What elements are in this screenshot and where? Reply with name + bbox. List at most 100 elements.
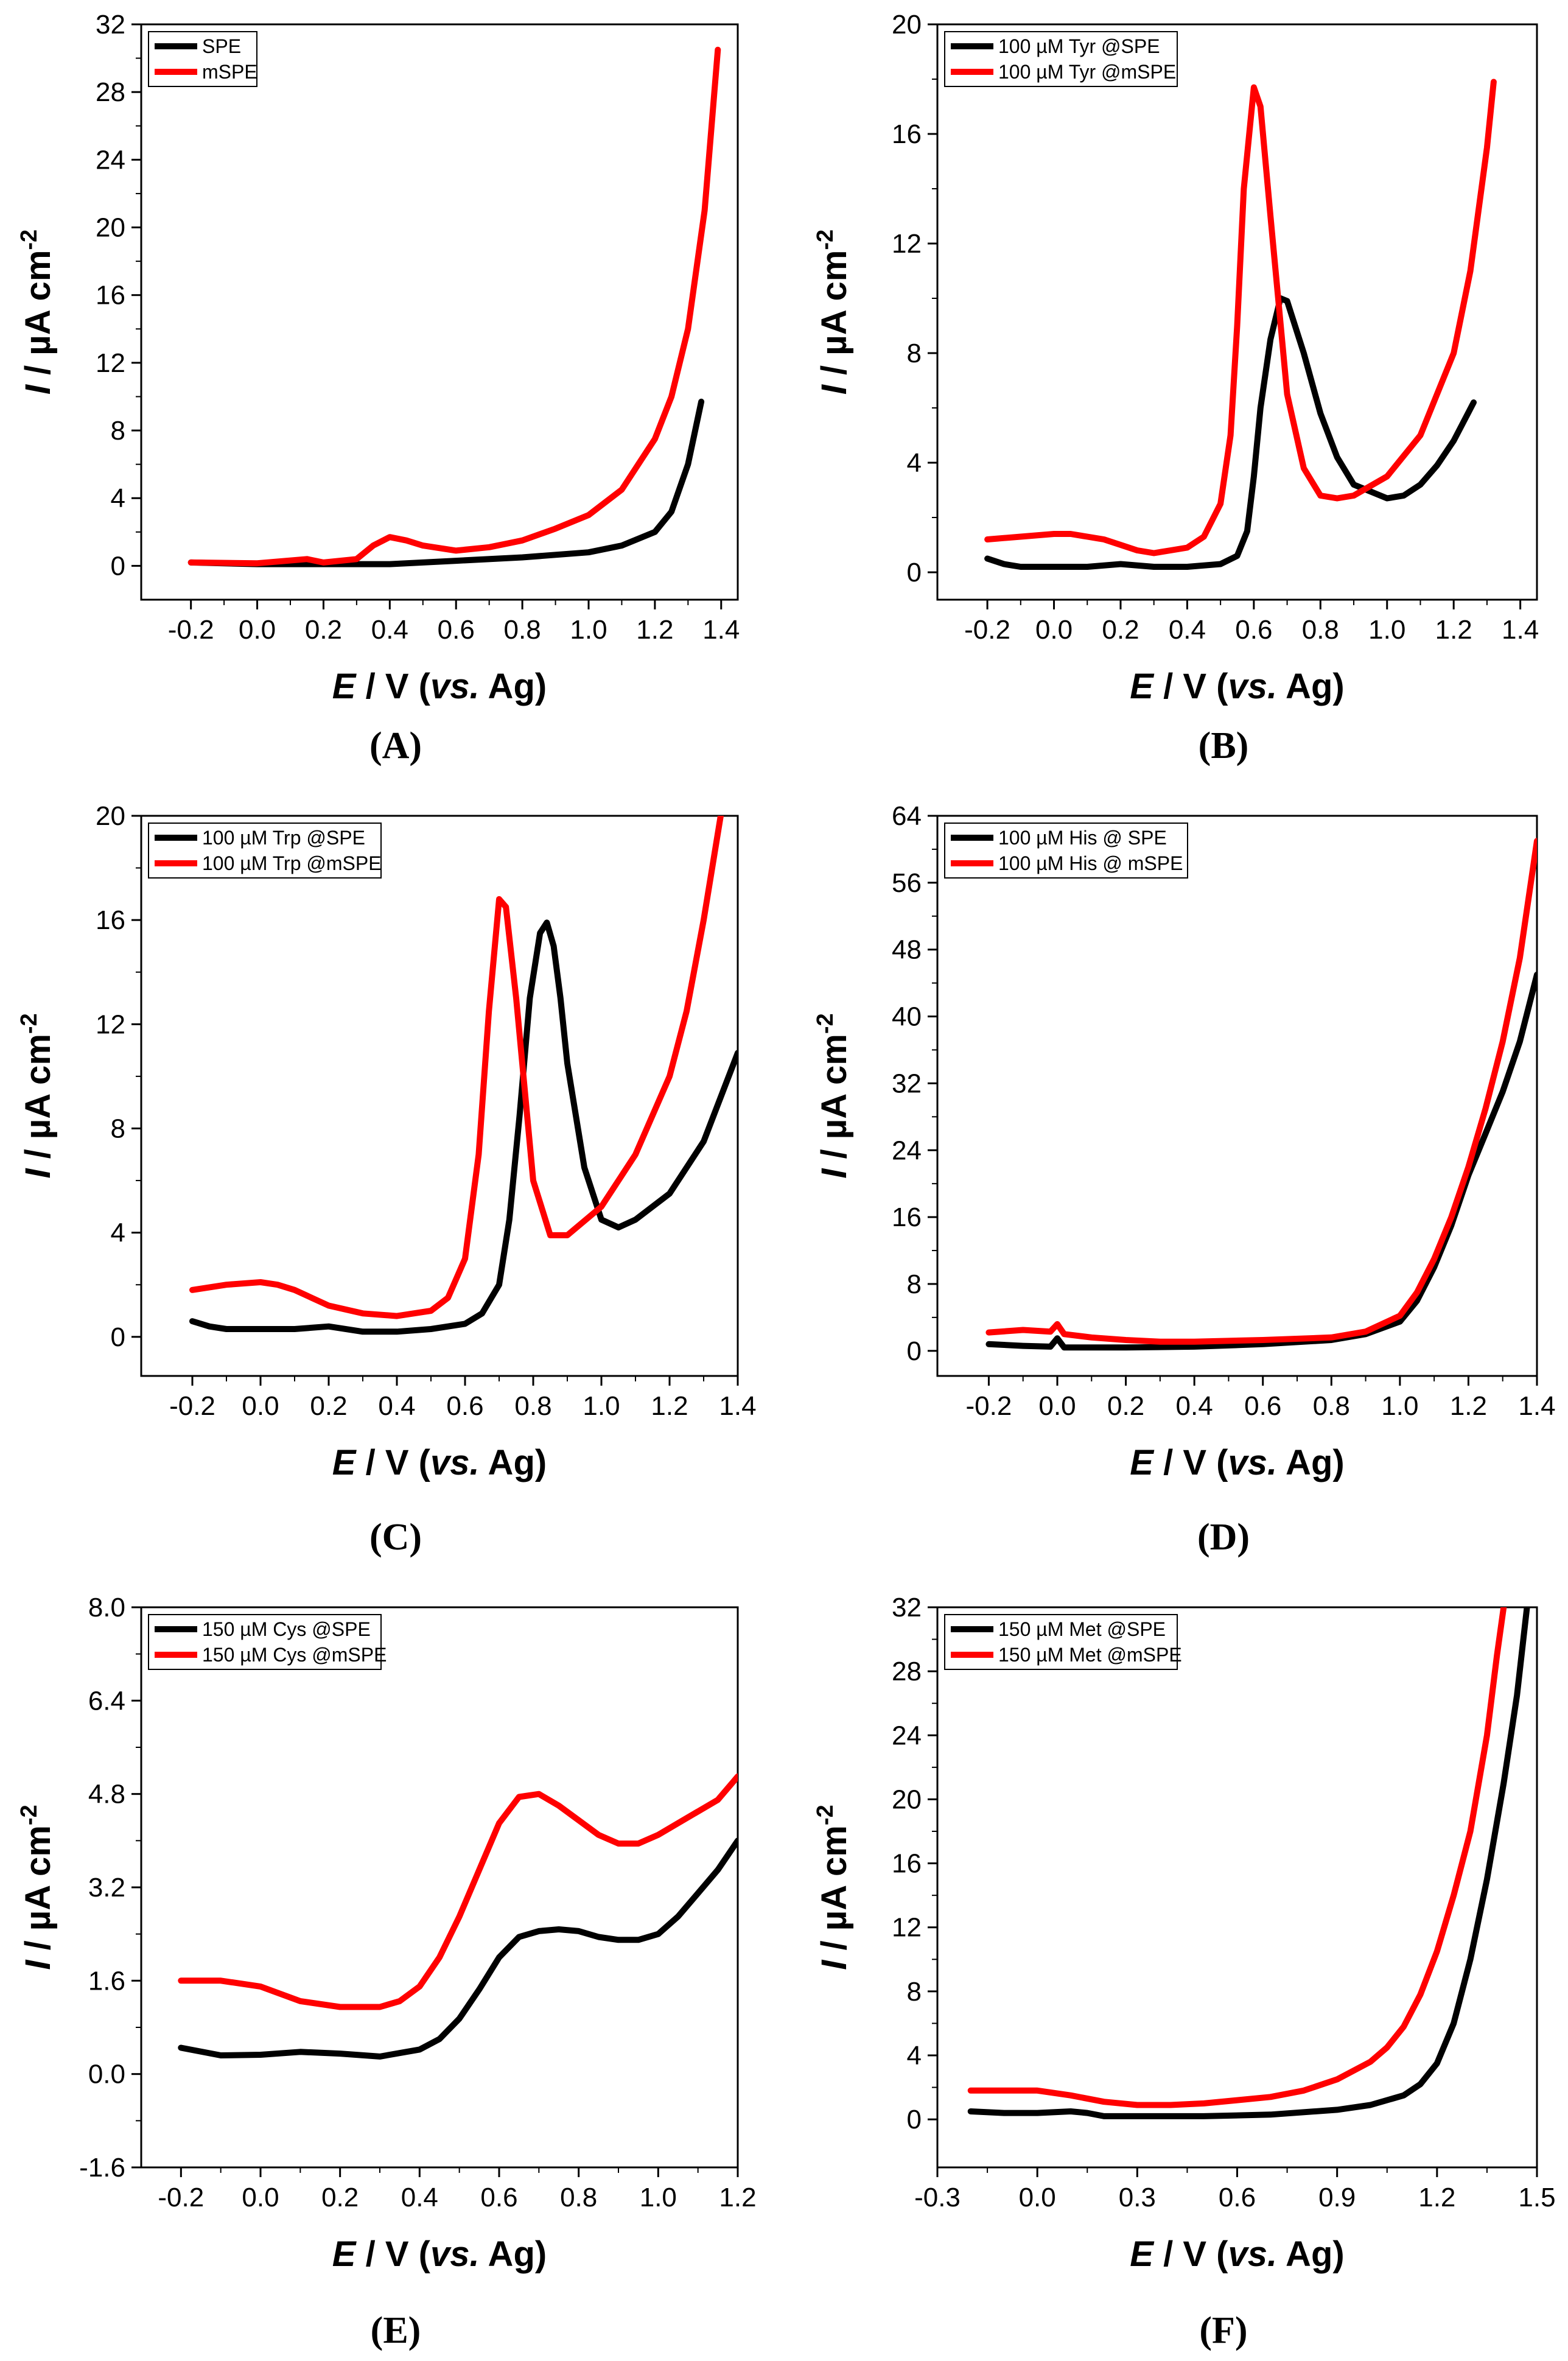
panel-label: (A) <box>369 725 422 767</box>
x-tick-label: 0.0 <box>1038 1391 1076 1421</box>
y-tick-label: 16 <box>892 119 922 149</box>
y-tick-label: 64 <box>892 801 922 831</box>
x-axis-vs: vs. <box>430 1443 480 1482</box>
x-tick-label: -0.2 <box>964 615 1010 645</box>
legend-box <box>944 823 1188 879</box>
y-tick-label: 4 <box>111 1218 125 1248</box>
chart-panel-5: -0.2 0.0 0.2 0.4 0.6 0.8 1.0 1.2 -1.6 0.0 1.6 3.2 4.… <box>16 1593 757 2351</box>
x-tick-label: 1.0 <box>583 1391 620 1421</box>
plot-frame <box>936 815 1538 1377</box>
y-tick-label: 8 <box>907 1269 922 1299</box>
chart-panel-2: -0.2 0.0 0.2 0.4 0.6 0.8 1.0 1.2 1.4 0 4 8 12 16 20 100… <box>813 10 1539 767</box>
x-axis-vs: vs. <box>430 2234 480 2274</box>
x-tick-label: 0.2 <box>305 615 342 645</box>
x-tick-label: 1.2 <box>651 1391 688 1421</box>
y-tick-label: 24 <box>96 145 125 175</box>
x-tick-label: 1.4 <box>1502 615 1539 645</box>
y-axis-var: I <box>18 1959 58 1970</box>
y-tick-label: 0.0 <box>88 2060 125 2089</box>
y-tick-label: 32 <box>892 1593 922 1623</box>
y-tick-label: 0 <box>907 2105 922 2135</box>
y-tick-label: 8 <box>111 1114 125 1143</box>
series-line-spe <box>178 1837 738 2060</box>
y-axis-unit: / µA cm <box>18 250 58 385</box>
panel-label: (C) <box>369 1517 422 1558</box>
y-axis-unit: / µA cm <box>814 1034 854 1168</box>
series-line-spe <box>984 295 1477 570</box>
y-axis-exponent: -2 <box>813 1013 838 1034</box>
y-tick-label: 28 <box>96 77 125 107</box>
legend-box <box>944 31 1178 87</box>
panel-label: (D) <box>1197 1517 1250 1558</box>
x-tick-label: 1.2 <box>1435 615 1472 645</box>
panel-label: (F) <box>1199 2310 1247 2351</box>
x-axis-vs: vs. <box>1228 1443 1277 1482</box>
x-axis-ref: Ag) <box>480 1443 547 1482</box>
y-axis-label: I / µA cm-2 <box>16 1013 58 1178</box>
x-axis-unit: / V ( <box>355 1443 430 1482</box>
y-axis-exponent: -2 <box>16 230 42 250</box>
x-tick-label: -0.3 <box>914 2183 961 2212</box>
y-axis-exponent: -2 <box>813 1805 838 1825</box>
x-tick-label: 0.6 <box>1235 615 1272 645</box>
series-line-spe <box>985 971 1537 1351</box>
x-tick-label: 0.0 <box>239 615 276 645</box>
x-axis-unit: / V ( <box>355 2234 430 2274</box>
x-axis-ref: Ag) <box>480 667 547 706</box>
x-axis-label: E / V (vs. Ag) <box>332 1443 547 1482</box>
x-axis-label: E / V (vs. Ag) <box>1130 2234 1344 2274</box>
y-tick-label: 8.0 <box>88 1593 125 1623</box>
legend-entry: 100 µM Tyr @SPE <box>998 35 1160 57</box>
x-tick-label: 0.6 <box>1244 1391 1281 1421</box>
x-tick-label: 0.8 <box>1313 1391 1350 1421</box>
x-axis-var: E <box>1130 667 1155 706</box>
x-axis-ref: Ag) <box>1277 2234 1345 2274</box>
legend-entry: SPE <box>202 35 241 57</box>
x-tick-label: 0.6 <box>438 615 475 645</box>
y-tick-label: 16 <box>96 905 125 935</box>
y-axis-unit: / µA cm <box>18 1825 58 1960</box>
x-tick-label: 0.0 <box>242 2183 279 2212</box>
x-tick-label: 0.8 <box>514 1391 551 1421</box>
x-axis-label: E / V (vs. Ag) <box>1130 667 1344 706</box>
y-tick-label: 56 <box>892 868 922 898</box>
series-line-mspe <box>189 816 724 1319</box>
series-line-spe <box>189 919 738 1335</box>
x-tick-label: 0.2 <box>310 1391 347 1421</box>
y-tick-label: 0 <box>111 1322 125 1352</box>
plot-frame <box>936 1606 1538 2169</box>
y-tick-label: 20 <box>892 1784 922 1814</box>
x-axis-ref: Ag) <box>480 2234 547 2274</box>
y-tick-label: 16 <box>892 1849 922 1879</box>
x-tick-label: 0.0 <box>1035 615 1073 645</box>
x-axis-unit: / V ( <box>1153 667 1228 706</box>
y-axis-exponent: -2 <box>16 1805 42 1825</box>
y-tick-label: 12 <box>892 1913 922 1943</box>
x-tick-label: -0.2 <box>966 1391 1012 1421</box>
y-axis-var: I <box>814 384 854 395</box>
legend-entry: mSPE <box>202 61 257 83</box>
legend: 150 µM Met @SPE 150 µM Met @mSPE <box>944 1614 1182 1670</box>
y-axis-unit: / µA cm <box>814 1825 854 1960</box>
legend-entry: 100 µM His @ SPE <box>998 827 1167 849</box>
x-axis-var: E <box>1130 2234 1155 2274</box>
y-tick-label: 8 <box>907 1977 922 2007</box>
x-axis-label: E / V (vs. Ag) <box>332 2234 547 2274</box>
x-tick-label: 0.6 <box>1219 2183 1256 2212</box>
x-tick-label: 0.4 <box>401 2183 438 2212</box>
x-axis-vs: vs. <box>430 667 480 706</box>
x-axis-var: E <box>332 1443 357 1482</box>
x-axis-unit: / V ( <box>1153 2234 1228 2274</box>
y-tick-label: 0 <box>111 551 125 581</box>
x-axis-vs: vs. <box>1228 2234 1277 2274</box>
x-tick-label: 1.0 <box>1368 615 1405 645</box>
y-tick-label: 0 <box>907 558 922 588</box>
x-tick-label: 0.2 <box>1107 1391 1144 1421</box>
y-tick-label: 24 <box>892 1721 922 1750</box>
x-tick-label: 0.8 <box>504 615 541 645</box>
y-tick-label: 20 <box>892 10 922 40</box>
chart-panel-1: -0.2 0.0 0.2 0.4 0.6 0.8 1.0 1.2 1.4 0 4 8 12 16 20 24 2… <box>16 10 740 767</box>
x-axis-var: E <box>1130 1443 1155 1482</box>
x-axis-label: E / V (vs. Ag) <box>332 667 547 706</box>
x-tick-label: 1.0 <box>640 2183 677 2212</box>
